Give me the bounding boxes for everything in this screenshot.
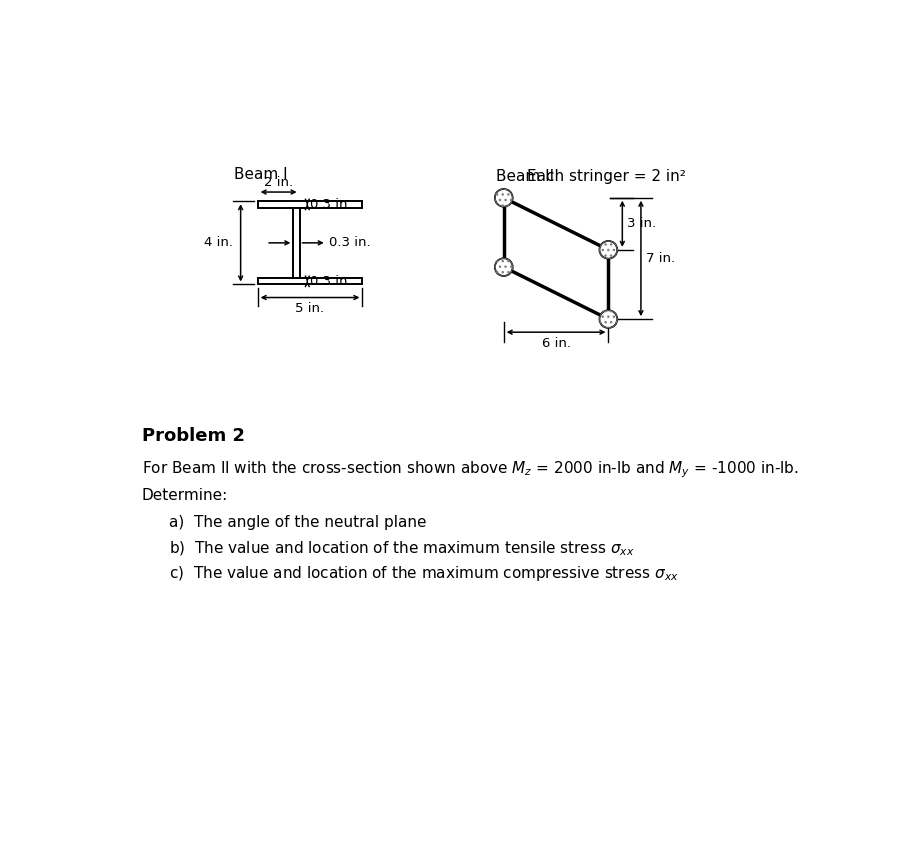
Text: Problem 2: Problem 2 <box>142 427 245 445</box>
Text: Each stringer = 2 in²: Each stringer = 2 in² <box>527 169 686 184</box>
Bar <box>293 207 299 278</box>
Text: Beam I: Beam I <box>235 167 288 182</box>
Text: 2 in.: 2 in. <box>264 176 293 189</box>
Text: 0.3 in.: 0.3 in. <box>329 236 370 249</box>
Text: For Beam II with the cross-section shown above $M_z$ = 2000 in-lb and $M_y$ = -1: For Beam II with the cross-section shown… <box>142 459 798 480</box>
Text: 5 in.: 5 in. <box>296 302 325 315</box>
Text: c)  The value and location of the maximum compressive stress $\sigma_{xx}$: c) The value and location of the maximum… <box>169 564 679 583</box>
Bar <box>258 201 362 207</box>
Text: 3 in.: 3 in. <box>627 217 656 230</box>
Text: a)  The angle of the neutral plane: a) The angle of the neutral plane <box>169 514 426 530</box>
Circle shape <box>600 241 618 259</box>
Text: 6 in.: 6 in. <box>541 336 571 350</box>
Text: b)  The value and location of the maximum tensile stress $\sigma_{xx}$: b) The value and location of the maximum… <box>169 539 635 558</box>
Circle shape <box>600 310 618 328</box>
Circle shape <box>494 259 512 276</box>
Bar <box>258 278 362 284</box>
Text: Determine:: Determine: <box>142 489 228 503</box>
Text: Beam II: Beam II <box>496 169 554 184</box>
Text: 4 in.: 4 in. <box>204 236 233 249</box>
Text: 7 in.: 7 in. <box>645 252 675 265</box>
Text: 0.3 in.: 0.3 in. <box>310 275 352 288</box>
Text: 0.3 in.: 0.3 in. <box>310 198 352 211</box>
Circle shape <box>494 189 512 206</box>
